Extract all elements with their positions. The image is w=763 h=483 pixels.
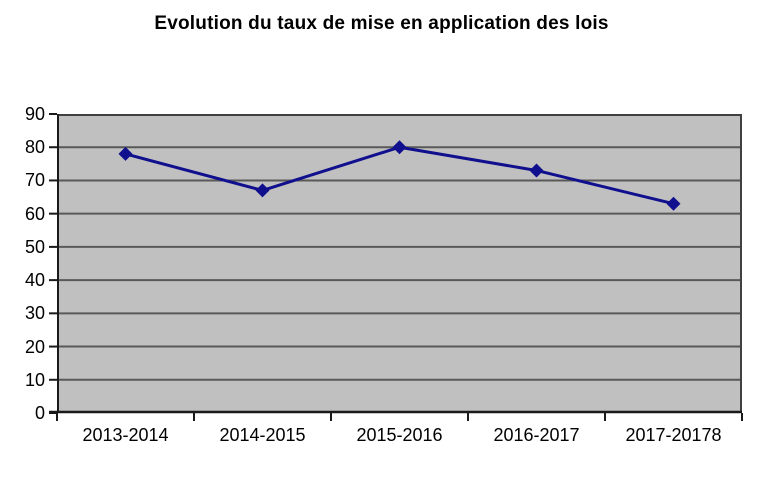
x-axis-tick-label: 2017-20178 bbox=[625, 425, 722, 445]
data-point-marker bbox=[529, 163, 544, 178]
data-point-marker bbox=[392, 140, 407, 155]
y-axis-tick-label: 30 bbox=[24, 303, 45, 324]
plot-background bbox=[57, 114, 742, 413]
data-point-marker bbox=[255, 183, 270, 198]
y-axis-tick-label: 10 bbox=[24, 369, 45, 390]
y-axis-tick-label: 20 bbox=[24, 336, 45, 357]
y-axis-tick-label: 40 bbox=[24, 270, 45, 291]
chart-title: Evolution du taux de mise en application… bbox=[154, 13, 609, 34]
y-axis-tick-label: 90 bbox=[24, 104, 45, 124]
data-point-marker bbox=[118, 146, 133, 161]
data-point-marker bbox=[666, 196, 681, 211]
y-axis-tick-label: 0 bbox=[34, 403, 45, 423]
plot-area bbox=[49, 113, 743, 421]
x-axis-tick-label: 2015-2016 bbox=[356, 425, 443, 445]
y-axis-tick-label: 70 bbox=[24, 170, 45, 191]
y-axis-tick-label: 50 bbox=[24, 236, 45, 257]
y-axis-tick-label: 80 bbox=[24, 137, 45, 158]
x-axis-tick-label: 2013-2014 bbox=[82, 425, 169, 445]
x-axis-tick-label: 2016-2017 bbox=[493, 425, 580, 445]
y-axis-tick-label: 60 bbox=[24, 203, 45, 224]
x-axis-tick-label: 2014-2015 bbox=[219, 425, 306, 445]
